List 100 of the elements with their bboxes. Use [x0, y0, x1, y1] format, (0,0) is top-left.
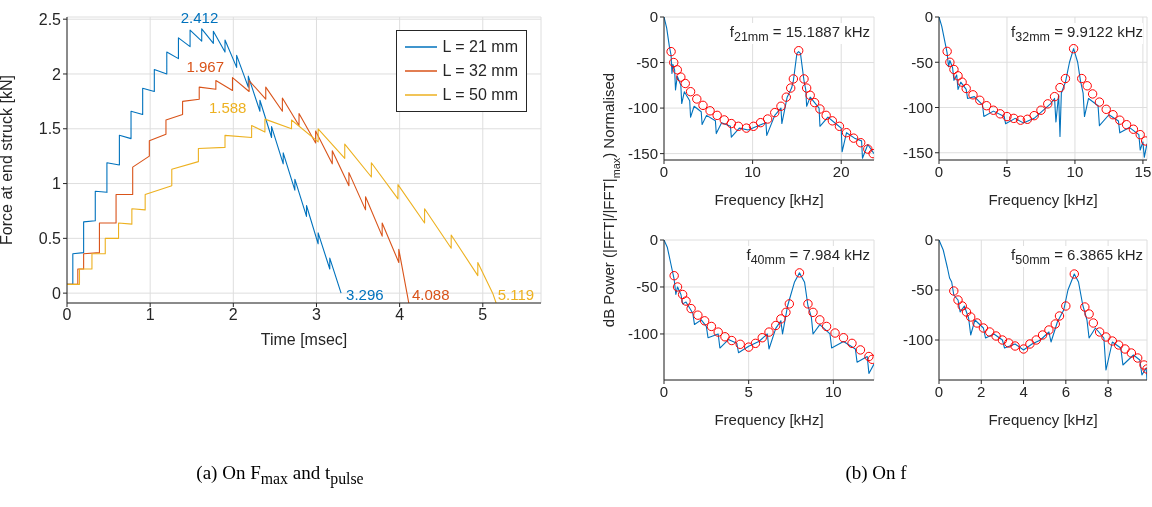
point — [799, 74, 809, 84]
point — [1115, 115, 1125, 125]
point — [1113, 340, 1124, 350]
point — [809, 97, 820, 108]
point — [863, 144, 873, 154]
point — [1055, 82, 1065, 93]
y-tick-label: -100 — [902, 331, 933, 349]
x-tick-label: 10 — [1066, 162, 1084, 180]
x-tick-label: 4 — [1019, 382, 1028, 400]
x-axis-title: Frequency [kHz] — [988, 411, 1098, 428]
point — [672, 65, 682, 75]
point — [712, 110, 722, 121]
point — [1025, 339, 1035, 349]
point — [803, 299, 813, 309]
point — [680, 78, 690, 89]
x-tick-label: 4 — [395, 306, 405, 324]
point — [1044, 325, 1054, 335]
point — [692, 94, 702, 104]
point — [1037, 330, 1048, 340]
y-tick-label: -50 — [636, 53, 658, 71]
point — [1061, 301, 1071, 311]
point — [733, 121, 744, 131]
point — [985, 327, 995, 337]
point — [949, 64, 959, 75]
y-tick-label: -100 — [627, 99, 658, 117]
point — [815, 315, 825, 325]
point — [1077, 73, 1087, 84]
x-tick-label: 10 — [825, 382, 842, 400]
point — [821, 321, 832, 332]
y-tick-label: 2 — [52, 65, 62, 83]
x-tick-label: 1 — [145, 306, 155, 324]
annotation: 1.588 — [208, 99, 247, 117]
point — [669, 271, 679, 281]
x-tick-label: 5 — [478, 306, 488, 324]
point — [988, 105, 999, 115]
point — [786, 83, 796, 93]
x-tick-label: 2 — [977, 382, 986, 400]
y-tick-label: -50 — [911, 53, 933, 71]
point — [841, 127, 852, 138]
annotation: f$_{21mm}$ = 15.1887 kHz — [729, 23, 870, 44]
point — [821, 110, 831, 121]
point — [961, 307, 972, 317]
annotation: f$_{32mm}$ = 9.9122 kHz — [1011, 23, 1143, 44]
point — [827, 116, 838, 126]
point — [793, 46, 804, 56]
y-tick-label: -150 — [902, 144, 933, 162]
point — [681, 296, 691, 306]
x-axis-title: Frequency [kHz] — [714, 411, 824, 428]
x-tick-label: 5 — [744, 382, 753, 400]
point — [949, 286, 959, 296]
point — [764, 327, 774, 337]
y-tick-label: -50 — [911, 281, 933, 299]
x-tick-label: 2 — [228, 306, 238, 324]
point — [1084, 309, 1094, 319]
point — [741, 123, 752, 133]
x-tick-label: 15 — [1134, 162, 1152, 180]
point — [1004, 338, 1014, 348]
point — [693, 310, 703, 320]
point — [1010, 341, 1020, 351]
y-tick-label: -50 — [636, 278, 658, 296]
y-tick-label: 0.5 — [38, 230, 62, 248]
y-tick-label: 0 — [649, 8, 658, 26]
x-axis-title: Frequency [kHz] — [714, 191, 824, 208]
point — [1101, 104, 1111, 115]
y-tick-label: 2.5 — [38, 10, 62, 28]
y-tick-label: 0 — [649, 231, 658, 249]
point — [995, 109, 1005, 119]
point — [669, 57, 679, 68]
x-tick-label: 20 — [832, 162, 850, 180]
point — [961, 83, 971, 94]
point — [686, 303, 696, 314]
point — [953, 71, 963, 81]
legend-label: L = 21 mm — [442, 38, 518, 56]
point — [1088, 318, 1099, 328]
point — [698, 100, 708, 111]
point — [677, 289, 688, 300]
point — [1068, 43, 1079, 54]
x-tick-label: 8 — [1103, 382, 1113, 400]
point — [1029, 110, 1039, 121]
x-axis-title: Frequency [kHz] — [988, 191, 1098, 208]
point — [735, 339, 745, 349]
point — [770, 107, 780, 118]
point — [1049, 91, 1060, 102]
y-axis-title: Force at end struck [kN] — [0, 75, 15, 245]
point — [848, 133, 859, 143]
point — [1120, 344, 1130, 354]
point — [1054, 311, 1065, 321]
point — [801, 83, 812, 93]
point — [805, 90, 815, 101]
point — [1009, 113, 1019, 124]
y-tick-label: -100 — [627, 325, 658, 343]
point — [966, 312, 976, 322]
annotation: f$_{50mm}$ = 6.3865 kHz — [1011, 246, 1143, 267]
point — [757, 333, 767, 343]
point — [847, 338, 857, 349]
point — [1108, 110, 1118, 120]
point — [945, 57, 955, 67]
x-tick-label: 6 — [1061, 382, 1070, 400]
point — [957, 77, 967, 87]
point — [719, 115, 729, 125]
